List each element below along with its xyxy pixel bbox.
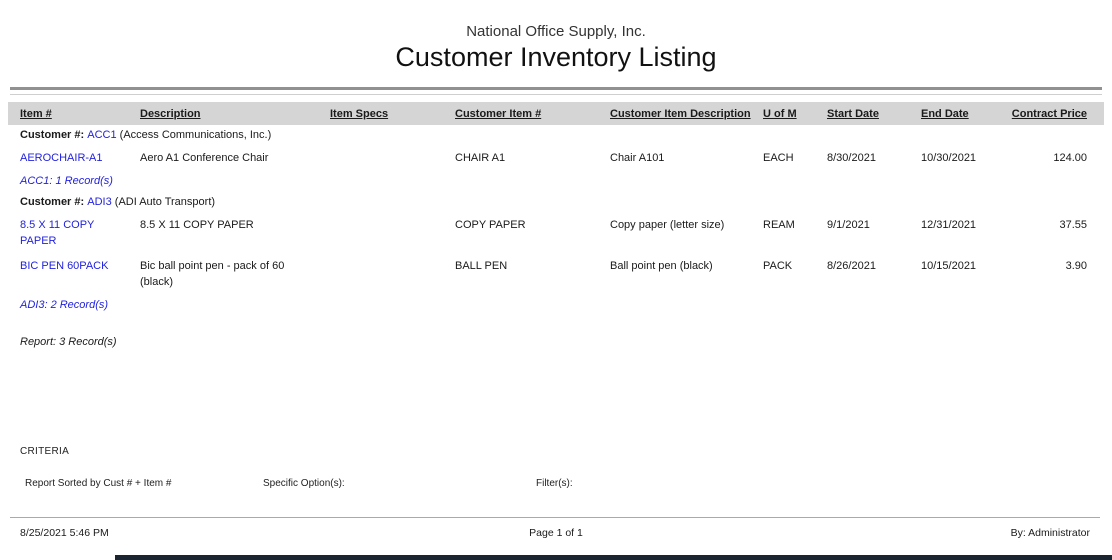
item-number-cell: AEROCHAIR-A1 [20,150,140,166]
description-cell: Bic ball point pen - pack of 60 (black) [140,260,285,288]
footer-separator [10,517,1100,518]
column-header-contract-price: Contract Price [1011,107,1087,120]
end-date-cell: 10/30/2021 [921,152,977,164]
column-header-description: Description [140,107,201,120]
column-header-row: Item # Description Item Specs Customer Item… [8,102,1104,125]
item-number-link[interactable]: AEROCHAIR-A1 [20,152,103,164]
group-record-count: ADI3: 2 Record(s) [20,299,109,311]
report-body: Customer #: ACC1 (Access Communications,… [8,127,1104,349]
table-row: 8.5 X 11 COPY PAPER 8.5 X 11 COPY PAPER CO… [8,217,1104,249]
footer-datetime: 8/25/2021 5:46 PM [20,527,109,539]
table-row: AEROCHAIR-A1 Aero A1 Conference Chair CHAI… [8,150,1104,166]
column-header-end-date: End Date [921,107,969,120]
customer-name: (ADI Auto Transport) [111,196,216,208]
uom-cell: REAM [763,219,795,231]
company-name: National Office Supply, Inc. [466,23,646,40]
start-date-cell: 8/26/2021 [827,260,876,272]
item-number-cell: BIC PEN 60PACK [20,258,140,274]
customer-name: (Access Communications, Inc.) [116,129,272,141]
table-row: BIC PEN 60PACK Bic ball point pen - pack … [8,258,1104,290]
report-title: Customer Inventory Listing [395,42,717,72]
column-header-customer-item: Customer Item # [455,107,542,120]
description-cell: 8.5 X 11 COPY PAPER [140,219,254,231]
customer-item-description-cell: Ball point pen (black) [610,260,713,272]
criteria-heading: CRITERIA [20,446,70,457]
column-header-u-of-m: U of M [763,107,797,120]
customer-item-cell: COPY PAPER [455,219,526,231]
title-separator-thick [10,87,1102,90]
end-date-cell: 10/15/2021 [921,260,977,272]
group-record-count: ACC1: 1 Record(s) [20,175,113,187]
customer-number-label: Customer #: [20,196,88,208]
start-date-cell: 9/1/2021 [827,219,870,231]
uom-cell: PACK [763,260,793,272]
report-record-count: Report: 3 Record(s) [20,336,117,348]
customer-code-link[interactable]: ACC1 [87,129,117,141]
column-header-item-specs: Item Specs [330,107,389,120]
column-header-band: Item # Description Item Specs Customer Item… [8,102,1104,125]
customer-group-header: Customer #: ACC1 (Access Communications,… [8,129,1104,142]
customer-code-link[interactable]: ADI3 [87,196,112,208]
column-header-start-date: Start Date [827,107,879,120]
footer-page-number: Page 1 of 1 [529,527,583,539]
column-header-item: Item # [20,107,52,120]
bottom-edge-bar [115,555,1112,560]
column-header-customer-item-description: Customer Item Description [610,107,751,120]
footer-user: By: Administrator [1010,527,1090,539]
item-number-cell: 8.5 X 11 COPY PAPER [20,217,140,249]
contract-price-cell: 37.55 [1059,219,1087,231]
uom-cell: EACH [763,152,794,164]
criteria-specific-options-label: Specific Option(s): [263,478,345,489]
item-number-link[interactable]: BIC PEN 60PACK [20,260,109,272]
criteria-sorted-by: Report Sorted by Cust # + Item # [25,478,172,489]
customer-number-label: Customer #: [20,129,88,141]
criteria-filters-label: Filter(s): [536,478,573,489]
end-date-cell: 12/31/2021 [921,219,977,231]
start-date-cell: 8/30/2021 [827,152,876,164]
customer-item-cell: BALL PEN [455,260,508,272]
title-separator-thin [10,94,1102,95]
customer-group-header: Customer #: ADI3 (ADI Auto Transport) [8,196,1104,209]
item-number-link[interactable]: 8.5 X 11 COPY PAPER [20,219,95,247]
contract-price-cell: 3.90 [1065,260,1087,272]
customer-item-description-cell: Copy paper (letter size) [610,219,725,231]
contract-price-cell: 124.00 [1053,152,1087,164]
customer-item-cell: CHAIR A1 [455,152,506,164]
customer-item-description-cell: Chair A101 [610,152,665,164]
description-cell: Aero A1 Conference Chair [140,152,269,164]
